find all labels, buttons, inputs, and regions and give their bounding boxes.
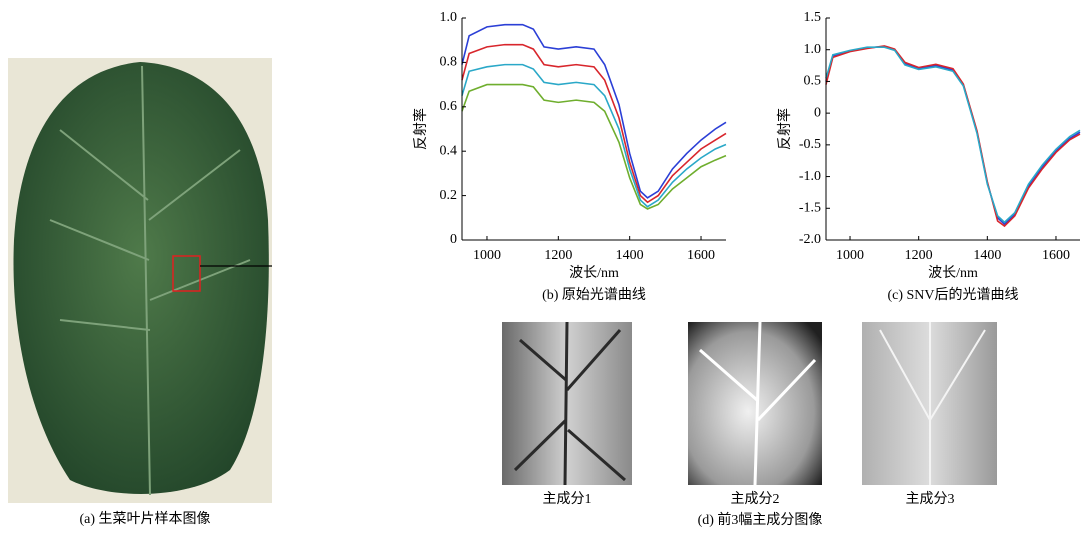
x-axis-label: 波长/nm: [928, 265, 978, 281]
x-tick-label: 1200: [905, 248, 933, 263]
x-axis-label: 波长/nm: [569, 265, 619, 281]
pc-veins: [699, 321, 817, 486]
y-tick-label: 0.6: [440, 99, 458, 114]
leaf-veins: [49, 65, 251, 496]
caption: (d) 前3幅主成分图像: [698, 511, 823, 528]
y-tick-label: 0: [814, 105, 821, 120]
x-tick-label: 1600: [687, 248, 715, 263]
caption: (b) 原始光谱曲线: [542, 287, 646, 303]
y-tick-label: 1.0: [440, 10, 458, 25]
y-tick-label: 1.5: [804, 10, 822, 25]
y-tick-label: 1.0: [804, 42, 822, 57]
spectrum-line: [825, 45, 1081, 226]
y-tick-label: 0.5: [804, 74, 822, 89]
y-tick-label: -1.5: [799, 201, 821, 216]
leaf: [13, 62, 269, 494]
pc-label: 主成分2: [731, 491, 780, 507]
pc-veins: [879, 322, 986, 485]
spectrum-line: [825, 46, 1081, 224]
roi-box: [172, 255, 201, 292]
pc-veins: [513, 321, 626, 486]
x-tick-label: 1400: [973, 248, 1001, 263]
y-tick-label: 0.4: [440, 143, 458, 158]
spectrum-line: [825, 45, 1081, 228]
y-tick-label: -2.0: [799, 232, 821, 247]
x-tick-label: 1200: [544, 248, 572, 263]
y-tick-label: 0.8: [440, 55, 458, 70]
spectrum-line: [461, 23, 727, 199]
x-tick-label: 1600: [1042, 248, 1070, 263]
y-tick-label: -0.5: [799, 137, 821, 152]
y-axis-label: 反射率: [776, 108, 793, 150]
y-tick-label: 0.2: [440, 188, 458, 203]
spectrum-line: [461, 63, 727, 208]
x-tick-label: 1400: [616, 248, 644, 263]
spectrum-line: [461, 43, 727, 204]
pc-label: 主成分3: [906, 491, 955, 507]
x-tick-label: 1000: [836, 248, 864, 263]
caption: (c) SNV后的光谱曲线: [887, 287, 1018, 303]
pc-label: 主成分1: [543, 491, 592, 507]
spectrum-line: [461, 83, 727, 210]
x-tick-label: 1000: [473, 248, 501, 263]
y-tick-label: -1.0: [799, 169, 821, 184]
y-axis-label: 反射率: [412, 108, 429, 150]
y-tick-label: 0: [450, 232, 457, 247]
caption: (a) 生菜叶片样本图像: [79, 511, 210, 527]
